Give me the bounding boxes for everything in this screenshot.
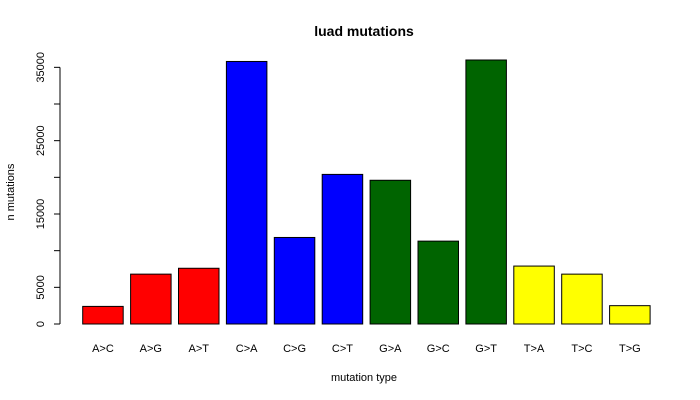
- x-tick-label: C>G: [283, 343, 306, 355]
- y-tick-label: 35000: [35, 52, 47, 83]
- bar-A-to-T: [178, 267, 220, 325]
- x-tick-label: G>A: [379, 343, 402, 355]
- bar-T-to-G: [609, 305, 651, 325]
- bar-C-to-G: [273, 236, 316, 325]
- bar-C-to-T: [321, 173, 364, 325]
- y-tick-label: 15000: [35, 199, 47, 230]
- chart-title: luad mutations: [314, 23, 414, 39]
- x-tick-label: T>A: [524, 343, 545, 355]
- x-tick-labels: A>C A>G A>T C>A C>G C>T G>A G>C G>T T>A T>C T>G: [92, 343, 641, 355]
- bar-G-to-T: [465, 59, 507, 325]
- x-tick-label: G>C: [427, 343, 450, 355]
- x-tick-label: T>C: [571, 343, 592, 355]
- y-tick-label: 25000: [35, 125, 47, 156]
- x-tick-label: A>C: [92, 343, 114, 355]
- x-tick-label: A>G: [140, 343, 162, 355]
- y-axis: 0 5000 15000 25000 35000: [35, 52, 61, 327]
- bar-T-to-C: [561, 273, 603, 325]
- y-tick-label: 5000: [35, 275, 47, 299]
- bar-T-to-A: [513, 265, 555, 325]
- x-tick-label: T>G: [619, 343, 641, 355]
- y-axis-label: n mutations: [5, 163, 17, 220]
- x-axis-label: mutation type: [331, 372, 397, 384]
- x-tick-label: C>A: [236, 343, 258, 355]
- y-tick-label: 0: [35, 321, 47, 327]
- bar-G-to-A: [369, 179, 412, 325]
- x-tick-label: A>T: [189, 343, 210, 355]
- bar-C-to-A: [225, 60, 268, 325]
- x-tick-label: C>T: [332, 343, 353, 355]
- x-tick-label: G>T: [475, 343, 497, 355]
- bar-A-to-G: [130, 273, 172, 325]
- bar-G-to-C: [417, 240, 459, 325]
- bars-group: [82, 59, 651, 325]
- bar-A-to-C: [82, 305, 124, 325]
